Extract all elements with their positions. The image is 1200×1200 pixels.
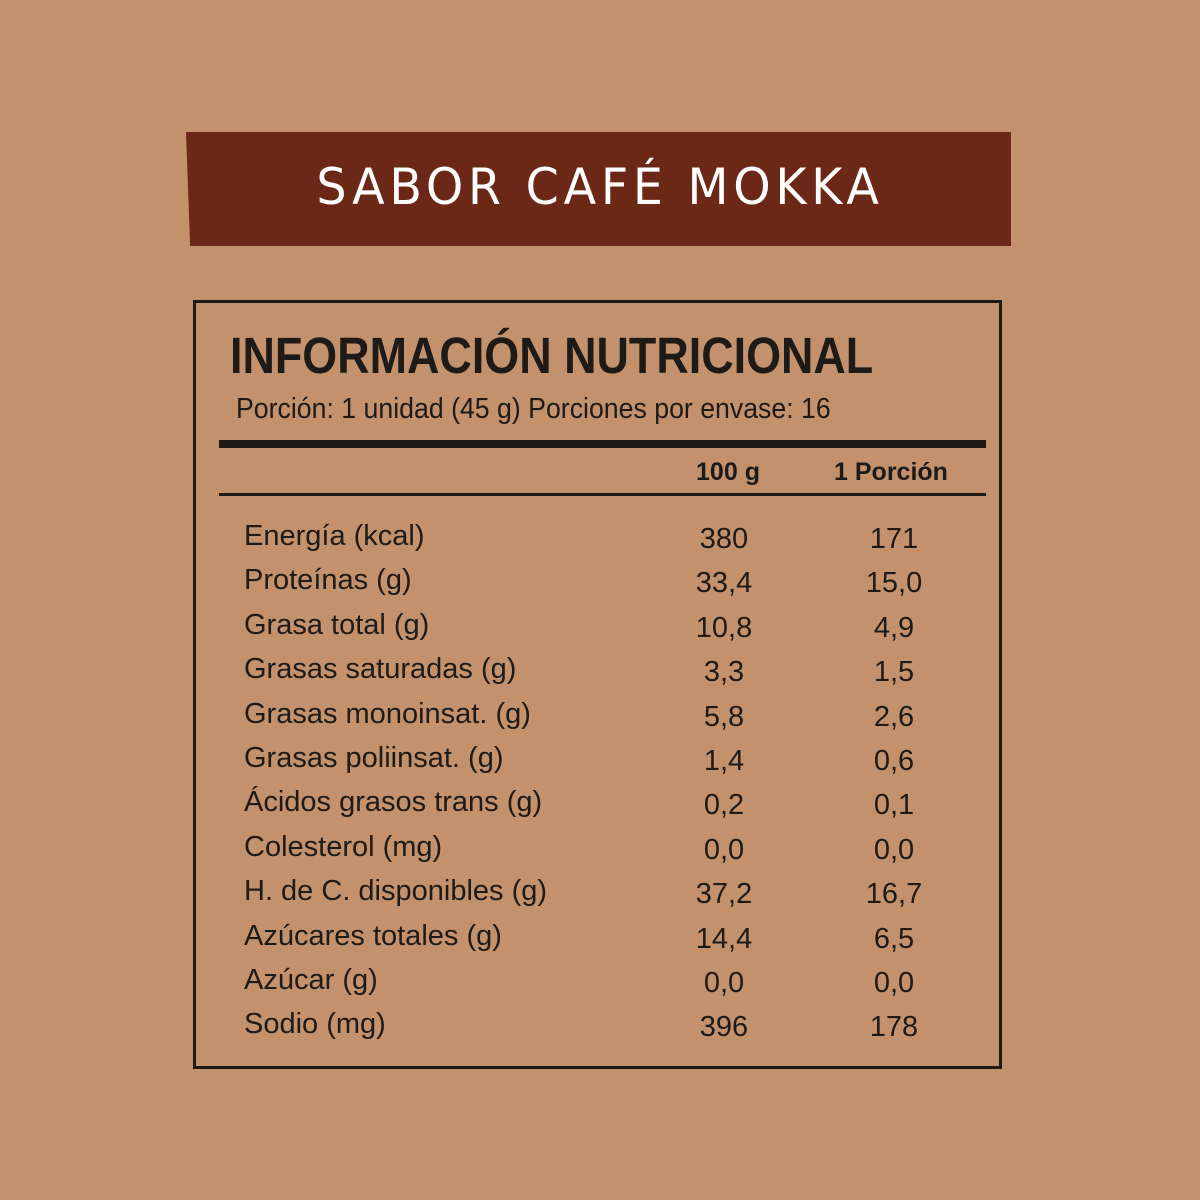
flavor-title: SABOR CAFÉ MOKKA <box>316 158 884 216</box>
nutrient-name: Azúcares totales (g) <box>244 919 502 952</box>
table-row: Ácidos grasos trans (g) 0,2 0,1 <box>0 786 1200 830</box>
value-per-serving: 16,7 <box>865 878 923 911</box>
value-per-100g: 0,2 <box>703 789 745 822</box>
nutrient-name: Proteínas (g) <box>244 564 412 597</box>
flavor-banner <box>186 132 1011 246</box>
value-per-serving: 1,5 <box>873 656 915 689</box>
table-row: Sodio (mg) 396 178 <box>0 1008 1200 1052</box>
value-per-serving: 0,6 <box>873 745 915 777</box>
table-row: Grasa total (g) 10,8 4,9 <box>0 609 1200 653</box>
value-per-100g: 14,4 <box>695 922 753 955</box>
nutrition-title: INFORMACIÓN NUTRICIONAL <box>230 327 874 384</box>
nutrient-name: Grasa total (g) <box>244 608 430 641</box>
column-header-portion: 1 Porción <box>834 458 948 486</box>
thin-divider <box>219 493 986 496</box>
value-per-serving: 178 <box>869 1011 919 1044</box>
serving-info: Porción: 1 unidad (45 g) Porciones por e… <box>236 393 831 425</box>
nutrient-name: Sodio (mg) <box>244 1008 386 1041</box>
value-per-serving: 4,9 <box>873 611 915 644</box>
nutrient-name: Grasas monoinsat. (g) <box>244 697 531 730</box>
thick-divider <box>219 440 986 448</box>
nutrient-name: Ácidos grasos trans (g) <box>244 786 543 819</box>
value-per-100g: 396 <box>699 1011 749 1044</box>
nutrient-name: Grasas saturadas (g) <box>244 653 517 686</box>
table-row: Azúcares totales (g) 14,4 6,5 <box>0 920 1200 964</box>
value-per-serving: 0,0 <box>873 833 915 866</box>
value-per-100g: 0,0 <box>703 833 745 866</box>
table-row: Grasas poliinsat. (g) 1,4 0,6 <box>0 742 1200 786</box>
value-per-100g: 33,4 <box>695 567 753 600</box>
table-row: Grasas monoinsat. (g) 5,8 2,6 <box>0 698 1200 742</box>
value-per-serving: 0,0 <box>873 967 915 999</box>
column-header-100g: 100 g <box>696 458 760 486</box>
value-per-100g: 10,8 <box>695 611 753 644</box>
value-per-100g: 380 <box>699 523 749 555</box>
value-per-serving: 0,1 <box>873 789 915 822</box>
nutrient-name: H. de C. disponibles (g) <box>244 875 548 908</box>
value-per-100g: 37,2 <box>695 878 753 911</box>
value-per-serving: 2,6 <box>873 700 915 733</box>
nutrient-name: Azúcar (g) <box>244 964 378 996</box>
value-per-100g: 3,3 <box>703 656 745 689</box>
table-row: Grasas saturadas (g) 3,3 1,5 <box>0 653 1200 697</box>
value-per-serving: 171 <box>869 523 919 555</box>
nutrient-name: Colesterol (mg) <box>244 830 443 863</box>
table-row: Energía (kcal) 380 171 <box>0 520 1200 564</box>
table-row: H. de C. disponibles (g) 37,2 16,7 <box>0 875 1200 919</box>
value-per-serving: 6,5 <box>873 922 915 955</box>
table-row: Azúcar (g) 0,0 0,0 <box>0 964 1200 1008</box>
table-row: Colesterol (mg) 0,0 0,0 <box>0 831 1200 875</box>
nutrition-table-frame <box>193 300 1002 1069</box>
nutrient-name: Grasas poliinsat. (g) <box>244 742 504 774</box>
table-row: Proteínas (g) 33,4 15,0 <box>0 564 1200 608</box>
value-per-100g: 1,4 <box>703 745 745 777</box>
value-per-100g: 0,0 <box>703 967 745 999</box>
nutrient-name: Energía (kcal) <box>244 520 425 552</box>
value-per-serving: 15,0 <box>865 567 923 600</box>
value-per-100g: 5,8 <box>703 700 745 733</box>
